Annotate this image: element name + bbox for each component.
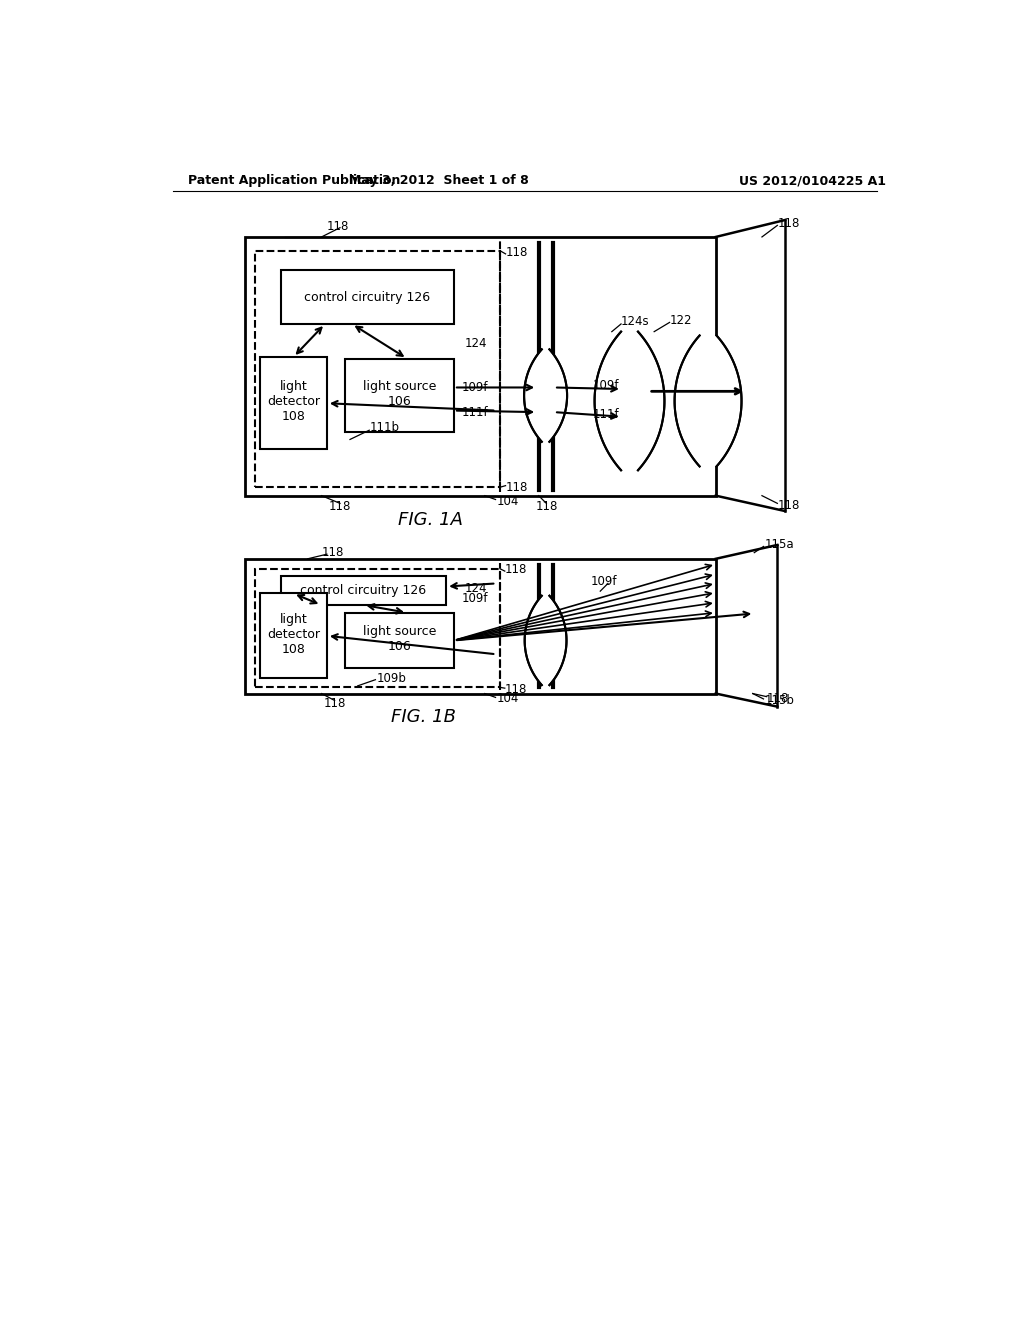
Text: 118: 118 [322,546,344,560]
Text: 118: 118 [324,697,346,710]
Text: 118: 118 [505,564,527,576]
Text: 118: 118 [506,480,528,494]
Text: 104: 104 [497,495,519,508]
Polygon shape [595,331,665,470]
Text: light source
106: light source 106 [362,624,436,653]
Text: FIG. 1A: FIG. 1A [398,511,463,529]
Text: 118: 118 [329,500,351,513]
Text: 124: 124 [465,337,487,350]
Text: 111f: 111f [593,408,620,421]
Text: 118: 118 [777,499,800,512]
Text: 124: 124 [465,582,487,594]
Text: 124s: 124s [621,315,649,329]
Text: 109b: 109b [377,672,407,685]
Text: light
detector
108: light detector 108 [267,380,319,424]
Text: 109f: 109f [591,576,617,589]
Bar [245,558,716,693]
Text: FIG. 1B: FIG. 1B [391,708,456,726]
Text: 111b: 111b [370,421,399,434]
Text: control circuitry 126: control circuitry 126 [304,290,430,304]
Text: 111f: 111f [461,407,487,418]
Text: 118: 118 [505,684,527,696]
Text: 109f: 109f [462,593,487,606]
Text: 109f: 109f [593,379,620,392]
Text: 104: 104 [497,693,519,705]
Polygon shape [524,595,566,685]
Bar [345,359,454,432]
Bar [260,594,327,678]
Text: light source
106: light source 106 [362,380,436,408]
Text: 115a: 115a [765,539,795,552]
Text: 118: 118 [536,500,557,513]
Text: 118: 118 [506,246,528,259]
Polygon shape [524,350,567,442]
Text: light
detector
108: light detector 108 [267,612,319,656]
Text: 118: 118 [777,218,800,231]
Bar [345,612,454,668]
Bar [281,271,454,323]
Bar [281,576,446,605]
Polygon shape [675,335,741,466]
Text: control circuitry 126: control circuitry 126 [300,583,427,597]
Text: May 3, 2012  Sheet 1 of 8: May 3, 2012 Sheet 1 of 8 [349,174,528,187]
Bar [245,238,716,496]
Text: 115b: 115b [765,694,795,708]
Text: 122: 122 [670,314,692,326]
Text: Patent Application Publication: Patent Application Publication [188,174,400,187]
Bar [260,358,327,449]
Text: 109f: 109f [462,381,487,395]
Text: 118: 118 [767,693,788,705]
Text: US 2012/0104225 A1: US 2012/0104225 A1 [739,174,886,187]
Bar [255,569,500,688]
Text: 118: 118 [327,219,349,232]
Bar [255,251,500,487]
